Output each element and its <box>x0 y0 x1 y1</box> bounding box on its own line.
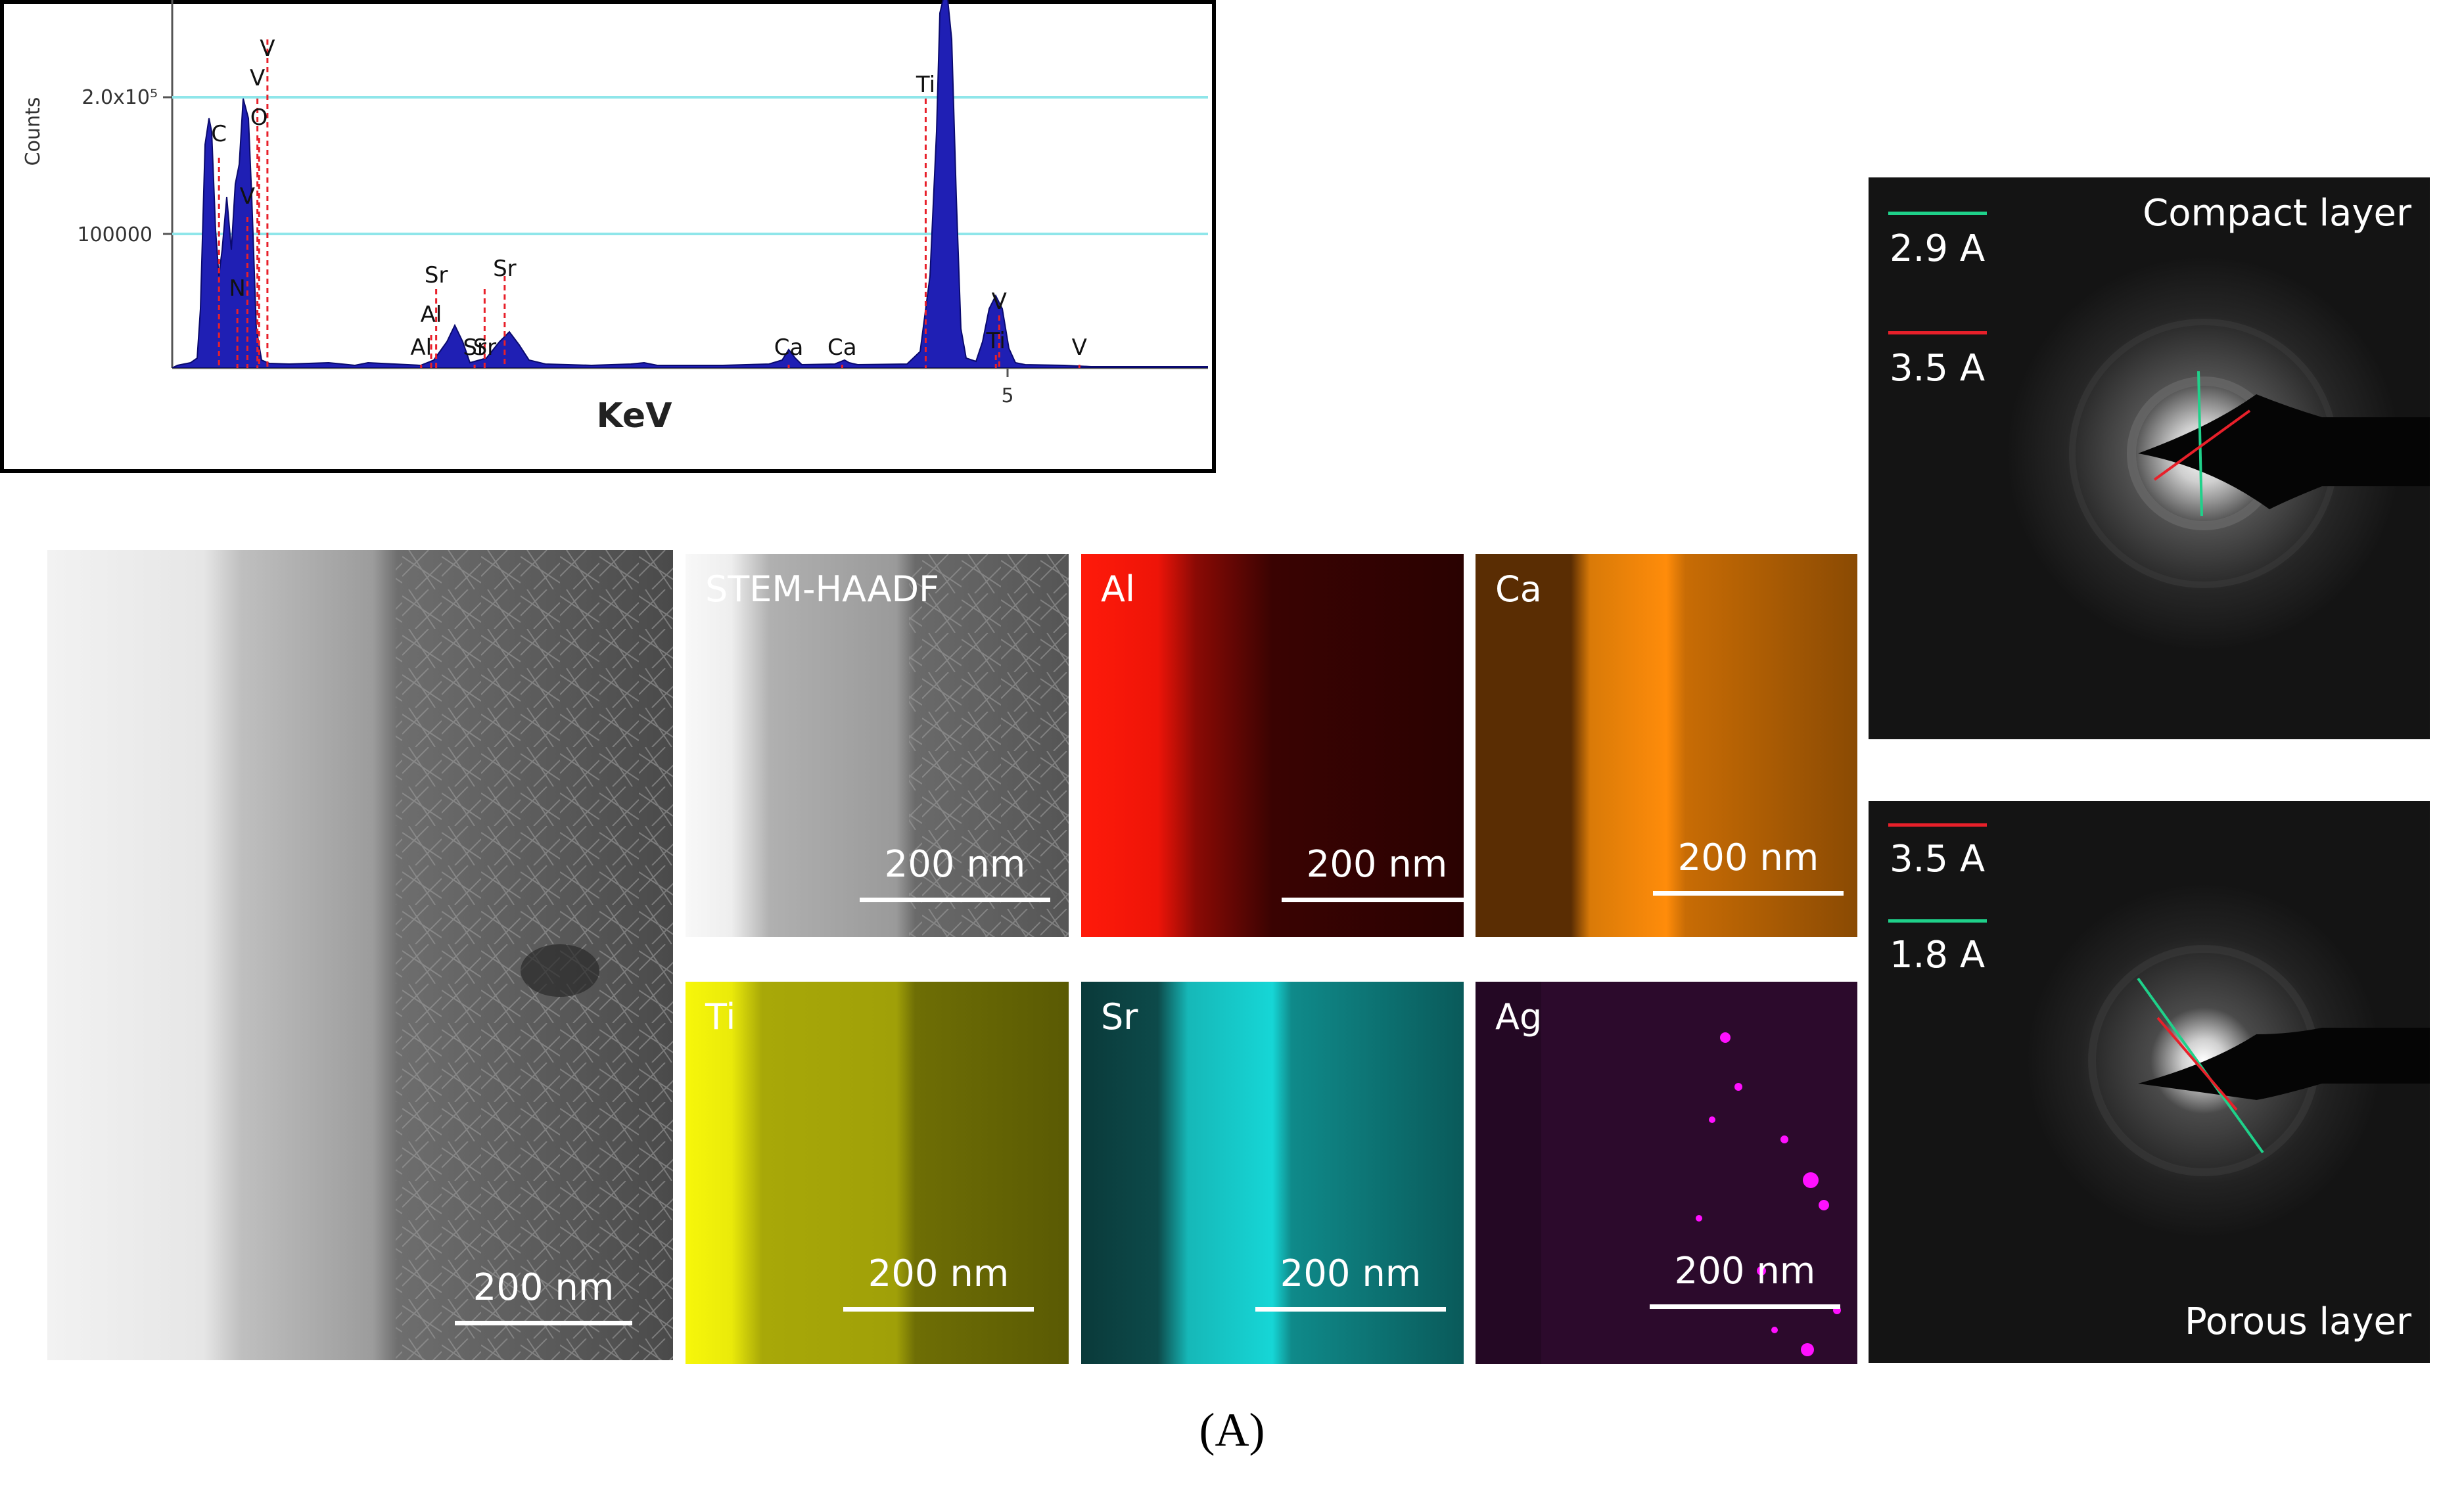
peak-label-12: Ca <box>774 334 804 361</box>
peak-label-1: N <box>229 275 245 302</box>
ag-map-label: Ag <box>1495 996 1543 1038</box>
peak-label-5: V <box>260 35 275 62</box>
scale-bar-ag: 200 nm <box>1650 1250 1840 1309</box>
eds-spectrum-chart: 2.0x10⁵ 100000 Counts KeV 5 C N V V O V Al Al Sr… <box>0 0 1216 473</box>
saed-compact-d2: 3.5 A <box>1890 347 1986 390</box>
saed-porous-image: 3.5 A 1.8 A Porous layer <box>1869 801 2430 1363</box>
peak-label-4: O <box>250 104 268 131</box>
stem-haadf-label: STEM-HAADF <box>705 568 940 610</box>
peak-label-13: Ca <box>827 334 857 361</box>
sr-map-image: Sr 200 nm <box>1081 982 1464 1364</box>
saed-compact-d1: 2.9 A <box>1890 227 1986 270</box>
legend-line-green-compact <box>1888 212 1987 215</box>
ti-map-label: Ti <box>705 996 736 1038</box>
saed-porous-line-green <box>2137 977 2264 1154</box>
scale-bar-sr: 200 nm <box>1255 1252 1446 1312</box>
peak-label-17: V <box>1072 334 1087 361</box>
ti-map-image: Ti 200 nm <box>686 982 1069 1364</box>
spectrum-area <box>172 0 1208 368</box>
ag-map-image: Ag 200 nm <box>1476 982 1857 1364</box>
saed-compact-title: Compact layer <box>2143 192 2411 235</box>
peak-label-2: V <box>240 183 255 210</box>
peak-label-6: Al <box>410 334 432 361</box>
peak-label-8: Sr <box>425 262 448 288</box>
al-map-image: Al 200 nm <box>1081 554 1464 937</box>
saed-porous-d1: 3.5 A <box>1890 838 1986 881</box>
saed-compact-line-green <box>2197 371 2203 516</box>
peak-label-7: Al <box>421 302 442 328</box>
peak-label-10: Sr <box>473 334 497 361</box>
y-tick-label-high: 2.0x10⁵ <box>81 86 158 109</box>
peak-label-0: C <box>211 121 227 147</box>
scale-bar-haadf: 200 nm <box>860 843 1050 902</box>
legend-line-red-compact <box>1888 331 1987 334</box>
saed-porous-title: Porous layer <box>2184 1300 2411 1343</box>
ca-map-image: Ca 200 nm <box>1476 554 1857 937</box>
y-axis-label: Counts <box>22 97 45 166</box>
peak-label-15: V <box>992 288 1007 315</box>
legend-line-green-porous <box>1888 919 1987 923</box>
x-tick-label-5: 5 <box>1001 384 1013 407</box>
legend-line-red-porous <box>1888 823 1987 827</box>
scale-bar-ca: 200 nm <box>1653 836 1844 896</box>
eds-plot: 2.0x10⁵ 100000 Counts KeV 5 CNVVOVAlAlSr… <box>22 0 1208 436</box>
scale-bar-al: 200 nm <box>1282 843 1464 902</box>
y-tick-label-low: 100000 <box>77 223 152 246</box>
scale-bar-ti: 200 nm <box>843 1252 1034 1312</box>
ca-map-label: Ca <box>1495 568 1542 610</box>
stem-overview-image: 200 nm <box>47 550 673 1360</box>
figure-caption: (A) <box>1199 1404 1265 1456</box>
scale-bar-overview: 200 nm <box>455 1266 632 1325</box>
saed-compact-line-red <box>2153 409 2251 481</box>
sr-map-label: Sr <box>1101 996 1138 1038</box>
x-axis-label: KeV <box>597 396 672 436</box>
peak-marker-group <box>218 39 1081 368</box>
peak-label-16: Ti <box>986 328 1006 354</box>
saed-porous-line-red <box>2156 1017 2238 1111</box>
stem-haadf-image: STEM-HAADF 200 nm <box>686 554 1069 937</box>
peak-label-14: Ti <box>916 72 935 98</box>
peak-label-3: V <box>250 65 265 91</box>
saed-porous-d2: 1.8 A <box>1890 934 1986 976</box>
peak-label-11: Sr <box>493 256 517 282</box>
al-map-label: Al <box>1101 568 1135 610</box>
saed-compact-image: 2.9 A 3.5 A Compact layer <box>1869 177 2430 739</box>
peak-label-9: Sr <box>463 334 486 361</box>
